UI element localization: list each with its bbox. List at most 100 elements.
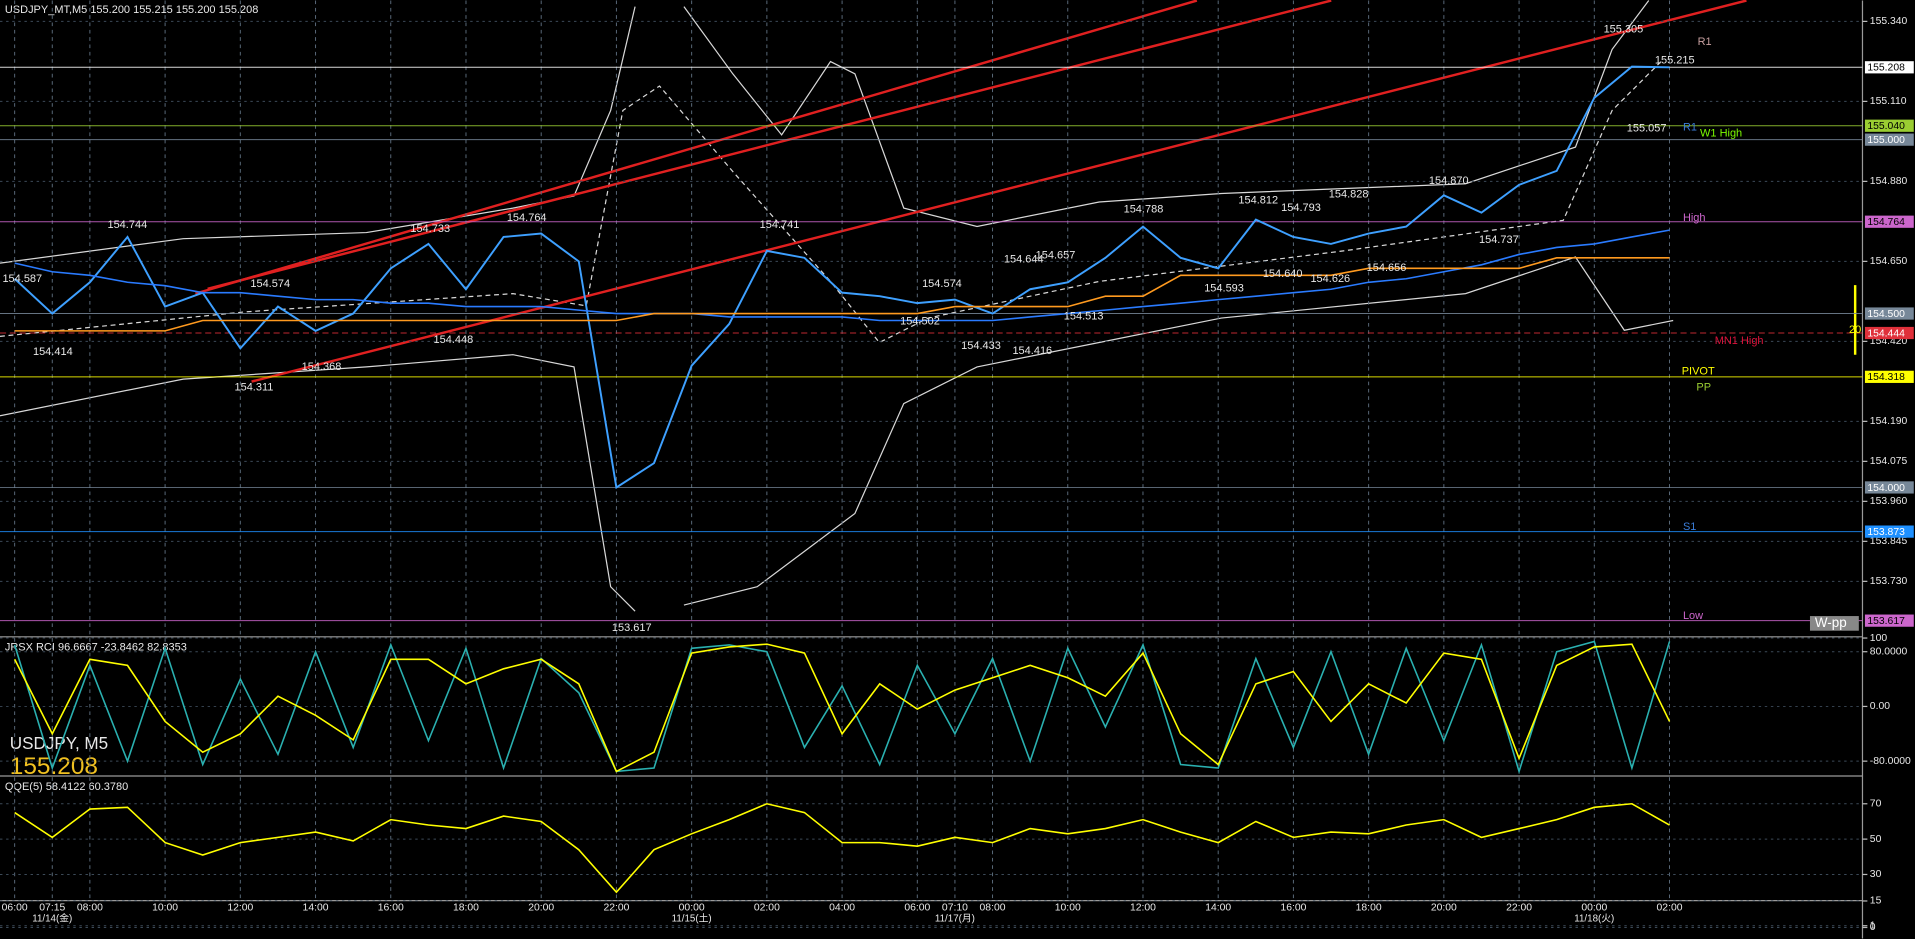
x-tick-label: 08:00: [980, 903, 1006, 914]
price-annotation: 154.502: [900, 316, 940, 328]
price-annotation: 154.828: [1329, 189, 1369, 201]
y-tick-label: 155.110: [1870, 96, 1907, 107]
date-label: 11/14(金): [32, 912, 72, 925]
level-label: 154.444: [1867, 328, 1905, 339]
level-label: 153.617: [1867, 616, 1905, 627]
bollinger-bands: [0, 0, 1674, 612]
x-tick-label: 22:00: [603, 903, 629, 914]
level-box: [1864, 370, 1914, 383]
x-tick-label: 20:00: [1431, 903, 1457, 914]
chart-title: USDJPY_MT,M5 155.200 155.215 155.200 155…: [5, 4, 258, 16]
series-line: [13, 65, 1670, 490]
level-box: [1864, 614, 1914, 627]
price-annotation: 154.870: [1429, 175, 1469, 187]
x-tick-label: 10:00: [1055, 903, 1081, 914]
price-annotation: 154.744: [107, 219, 147, 231]
x-tick-label: 22:00: [1506, 903, 1532, 914]
x-tick-label: 00:00: [679, 903, 705, 914]
price-annotation: 154.593: [1204, 283, 1244, 295]
price-annotation: 153.617: [612, 622, 652, 634]
y-tick-label: 153.845: [1870, 536, 1908, 547]
price-annotation: 154.574: [922, 278, 962, 290]
price-annotation: 154.433: [961, 340, 1001, 352]
price-annotation: 154.741: [760, 219, 800, 231]
band-lower: [683, 256, 1674, 606]
y-tick-label: 50: [1870, 834, 1882, 845]
x-tick-label: 00:00: [1581, 903, 1607, 914]
x-tick-label: 16:00: [1280, 903, 1306, 914]
level-label: 154.318: [1867, 372, 1905, 383]
level-label: 153.873: [1867, 527, 1905, 538]
x-tick-label: 20:00: [528, 903, 554, 914]
level-label: 155.040: [1867, 121, 1905, 132]
y-tick-label: 154.420: [1870, 336, 1908, 347]
band-middle: [0, 61, 1662, 344]
level-note: PIVOT: [1682, 366, 1715, 378]
price-annotation: 155.215: [1655, 54, 1695, 66]
y-tick-label: 1: [1870, 920, 1876, 931]
band-lower: [0, 354, 636, 612]
x-tick-label: 18:00: [453, 903, 479, 914]
level-box: [1864, 119, 1914, 132]
rsi-title: JRSX RCI 96.6667 -23.8462 82.8353: [5, 642, 187, 654]
level-box: [1864, 481, 1914, 494]
level-box: [1864, 307, 1914, 320]
level-label: 155.000: [1867, 135, 1905, 146]
level-label: 154.764: [1867, 217, 1905, 228]
note-box: [1809, 616, 1859, 631]
level-box: [1864, 133, 1914, 146]
y-tick-label: 154.075: [1870, 456, 1908, 467]
x-tick-label: 16:00: [378, 903, 404, 914]
date-label: 11/15(土): [672, 912, 712, 925]
level-box: [1864, 525, 1914, 538]
y-tick-label: 70: [1870, 799, 1882, 810]
y-tick-label: 155.340: [1870, 16, 1908, 27]
x-tick-label: 14:00: [1205, 903, 1231, 914]
band-upper: [0, 6, 636, 264]
x-tick-label: 02:00: [754, 903, 780, 914]
level-label: 154.500: [1867, 309, 1905, 320]
price-annotation: 155.305: [1604, 24, 1644, 36]
level-box: [1864, 61, 1914, 74]
x-tick-label: 08:00: [77, 903, 103, 914]
y-tick-label: 30: [1870, 869, 1882, 880]
level-note: Low: [1683, 610, 1703, 622]
price-annotation: 154.788: [1124, 203, 1164, 215]
level-note: 20: [1849, 324, 1861, 336]
price-annotation: 154.640: [1263, 268, 1303, 280]
trend-line: [207, 0, 1332, 290]
y-tick-label: 80.0000: [1870, 646, 1908, 657]
y-tick-label: 15: [1870, 896, 1882, 907]
price-annotation: 154.368: [302, 361, 342, 373]
series-line: [14, 802, 1670, 894]
price-annotation: 154.737: [1479, 234, 1519, 246]
price-annotation: 154.812: [1238, 195, 1278, 207]
y-tick-label: 0: [1870, 922, 1876, 933]
x-tick-label: 07:10: [942, 903, 968, 914]
trend-line: [195, 0, 1198, 295]
symbol: USDJPY, M5: [10, 734, 108, 753]
x-tick-label: 04:00: [829, 903, 855, 914]
level-note: PP: [1696, 382, 1711, 394]
price-annotation: 154.657: [1036, 250, 1076, 262]
x-tick-label: 12:00: [227, 903, 253, 914]
price-annotation: 154.513: [1064, 311, 1104, 323]
level-label: 155.208: [1867, 63, 1905, 74]
price-annotation: 154.644: [1004, 253, 1044, 265]
date-label: 11/17(月): [935, 913, 975, 925]
price-annotation: 154.656: [1367, 262, 1407, 274]
x-tick-label: 07:15: [39, 903, 65, 914]
y-tick-label: 153.730: [1870, 576, 1908, 587]
series-line: [14, 229, 1670, 322]
level-note: R1: [1683, 121, 1697, 133]
level-note: W-pp: [1815, 615, 1847, 630]
level-note: High: [1683, 212, 1706, 224]
level-label: 154.000: [1867, 483, 1905, 494]
x-tick-label: 18:00: [1356, 903, 1382, 914]
price-annotation: 154.448: [434, 334, 474, 346]
price-annotation: 154.416: [1012, 345, 1052, 357]
series-line: [14, 257, 1670, 332]
y-tick-label: 154.650: [1870, 256, 1908, 267]
